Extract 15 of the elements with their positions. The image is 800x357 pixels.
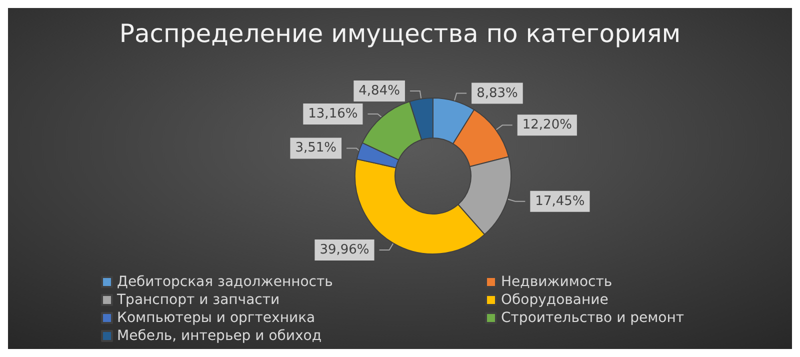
chart-title: Распределение имущества по категориям <box>119 19 681 48</box>
data-label: 8,83% <box>476 86 518 101</box>
legend-label: Компьютеры и оргтехника <box>117 310 316 326</box>
legend-label: Мебель, интерьер и обиход <box>117 328 322 344</box>
data-label: 13,16% <box>308 106 358 122</box>
data-label: 4,84% <box>358 83 400 98</box>
data-label: 17,45% <box>535 194 585 209</box>
legend-label: Оборудование <box>501 292 608 308</box>
data-label: 39,96% <box>320 242 370 258</box>
legend-label: Транспорт и запчасти <box>116 292 280 308</box>
legend-label: Дебиторская задолженность <box>117 274 333 290</box>
legend-label: Строительство и ремонт <box>501 310 684 326</box>
data-label: 3,51% <box>295 140 337 156</box>
legend-label: Недвижимость <box>501 274 612 290</box>
data-label: 12,20% <box>522 118 572 133</box>
